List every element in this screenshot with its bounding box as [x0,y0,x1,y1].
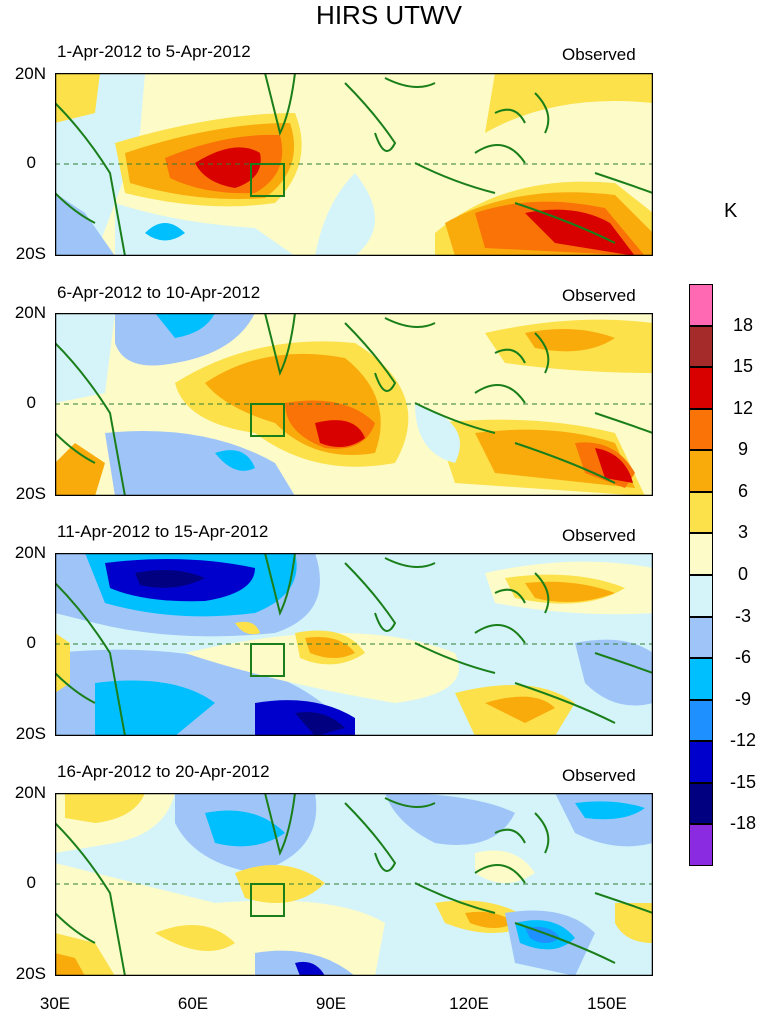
colorbar-label: 6 [737,480,748,501]
colorbar-swatch [689,616,713,659]
colorbar-label: 9 [737,439,748,460]
colorbar-label: 15 [732,356,754,377]
colorbar-swatch [689,450,713,492]
colorbar-label: -18 [729,813,756,834]
panel-4-lat-south: 20S [15,964,46,983]
x-tick-30e: 30E [39,994,71,1013]
panel-2-date-range: 6-Apr-2012 to 10-Apr-2012 [57,283,261,302]
colorbar-swatch [689,325,713,368]
colorbar-label: -3 [734,605,751,626]
colorbar-swatch [689,741,713,783]
colorbar-swatch [689,533,713,575]
panel-2-map [55,313,653,496]
colorbar-swatch [689,408,713,451]
panel-4-lat-eq: 0 [26,873,36,892]
colorbar-label: 12 [732,397,754,418]
colorbar [689,284,713,866]
colorbar-swatch [689,699,713,742]
panel-1-lat-eq: 0 [26,153,36,172]
panel-2-lat-eq: 0 [26,393,36,412]
figure-title: HIRS UTWV [316,0,462,30]
colorbar-swatch [689,575,713,617]
panel-4-date-range: 16-Apr-2012 to 20-Apr-2012 [57,762,270,781]
panel-1-tag: Observed [562,45,636,64]
colorbar-label: 3 [737,522,748,543]
panel-3-lat-eq: 0 [26,633,36,652]
colorbar-label: 0 [737,564,748,584]
panel-3-lat-south: 20S [15,724,46,743]
x-tick-60e: 60E [177,994,209,1013]
panel-1-lat-north: 20N [14,64,46,83]
panel-1-map [55,73,653,256]
x-tick-150e: 150E [587,994,627,1013]
x-tick-90e: 90E [315,994,347,1013]
x-tick-120e: 120E [449,994,489,1013]
panel-3-tag: Observed [562,526,636,545]
panel-2-tag: Observed [562,286,636,305]
panel-3-lat-north: 20N [14,543,46,562]
colorbar-swatch [689,658,713,700]
colorbar-label: -15 [729,771,756,792]
panel-2-lat-north: 20N [14,303,46,322]
colorbar-swatch [689,491,713,534]
colorbar-label: 18 [732,314,754,335]
colorbar-swatch [689,367,713,409]
colorbar-label: -12 [729,730,756,751]
colorbar-swatch [689,782,713,825]
colorbar-swatch [689,824,713,866]
panel-4-map [55,793,653,976]
panel-4-tag: Observed [562,766,636,785]
colorbar-label: -6 [734,647,751,668]
panel-3-map [55,553,653,736]
panel-1-lat-south: 20S [15,244,46,263]
panel-1-date-range: 1-Apr-2012 to 5-Apr-2012 [57,42,251,61]
colorbar-swatch [689,284,713,326]
panel-4-lat-north: 20N [14,783,46,802]
colorbar-label: -9 [734,688,751,709]
panel-2-lat-south: 20S [15,484,46,503]
panel-3-date-range: 11-Apr-2012 to 15-Apr-2012 [57,522,269,541]
colorbar-unit: K [724,200,738,222]
